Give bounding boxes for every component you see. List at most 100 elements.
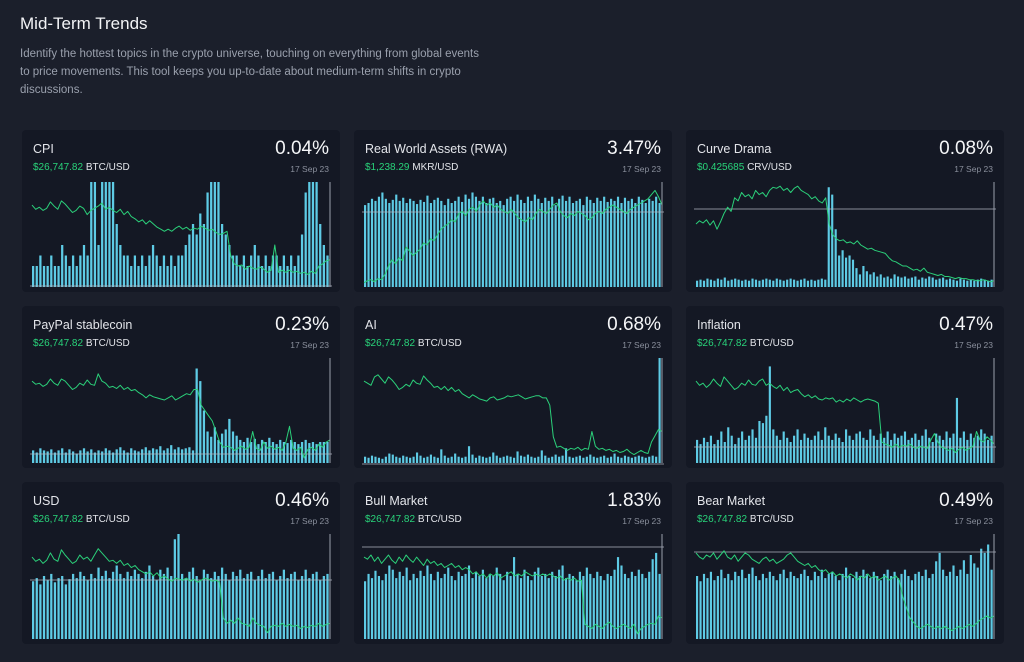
mention-bar <box>620 457 623 463</box>
mention-bar <box>370 455 374 463</box>
trend-card-paypal-stablecoin[interactable]: PayPal stablecoin 0.23% $26,747.82 BTC/U… <box>22 306 340 468</box>
mention-bar <box>987 544 990 639</box>
mention-bar <box>737 576 740 639</box>
mention-bar <box>526 196 530 287</box>
mention-bar <box>519 199 523 287</box>
mention-bar <box>195 368 198 463</box>
mention-bar <box>938 552 941 639</box>
mention-bar <box>648 571 651 639</box>
mention-bar <box>658 203 661 287</box>
mention-bar <box>910 277 913 287</box>
mention-bar <box>478 576 481 639</box>
mention-bar <box>367 573 370 639</box>
mention-bar <box>799 573 803 639</box>
mention-bar <box>415 204 419 287</box>
mention-bar <box>561 455 564 463</box>
mention-bar <box>32 450 35 463</box>
trend-card-bull-market[interactable]: Bull Market 1.83% $26,747.82 BTC/USD 17 … <box>354 482 672 644</box>
mention-bar <box>405 456 408 463</box>
card-title: USD <box>33 494 60 508</box>
mention-bar <box>551 456 554 463</box>
mention-bar <box>765 415 768 463</box>
mention-bar <box>544 455 547 463</box>
mention-bar <box>820 278 823 287</box>
mention-bar <box>730 580 733 639</box>
mention-bar <box>57 450 60 463</box>
trend-card-rwa[interactable]: Real World Assets (RWA) 3.47% $1,238.29 … <box>354 130 672 292</box>
trend-card-curve-drama[interactable]: Curve Drama 0.08% $0.425685 CRV/USD 17 S… <box>686 130 1004 292</box>
trend-card-ai[interactable]: AI 0.68% $26,747.82 BTC/USD 17 Sep 23 <box>354 306 672 468</box>
mention-bar <box>540 576 543 639</box>
mention-bar <box>495 203 498 287</box>
mention-bar <box>699 279 702 287</box>
mention-bar <box>831 194 834 287</box>
mention-bar <box>364 581 367 639</box>
mention-bar <box>655 196 658 287</box>
mention-bar <box>32 581 35 639</box>
mention-bar <box>250 571 253 639</box>
mention-bar <box>436 457 439 463</box>
card-price: $26,747.82 BTC/USD <box>33 514 130 525</box>
mention-bar <box>286 443 289 463</box>
mention-bar <box>727 427 730 463</box>
price-line <box>695 376 995 453</box>
mention-bar <box>558 198 561 287</box>
mention-bar <box>426 456 429 463</box>
mention-bar <box>42 576 46 639</box>
mention-bar <box>499 457 502 463</box>
mention-bar <box>90 182 93 287</box>
mention-bar <box>242 255 246 287</box>
mention-bar <box>151 448 155 463</box>
price-line <box>695 185 995 283</box>
mention-bar <box>896 276 900 287</box>
mention-bar <box>641 456 644 463</box>
mention-bar <box>443 205 446 287</box>
mention-bar <box>706 442 709 463</box>
mention-bar <box>723 277 726 287</box>
mention-bar <box>935 279 938 287</box>
card-price: $0.425685 CRV/USD <box>697 162 792 173</box>
mention-bar <box>502 580 505 639</box>
mention-bar <box>177 255 180 287</box>
mention-bar <box>115 224 118 287</box>
mention-bar <box>540 203 543 287</box>
mention-bar <box>220 224 224 287</box>
mention-bar <box>260 569 264 639</box>
mention-bar <box>582 457 585 463</box>
mention-bar <box>308 578 311 639</box>
mention-bar <box>293 571 296 639</box>
mention-bar <box>810 580 813 639</box>
mention-bar <box>104 570 107 639</box>
mention-bar <box>928 437 931 463</box>
mention-bar <box>592 578 595 639</box>
trend-card-inflation[interactable]: Inflation 0.47% $26,747.82 BTC/USD 17 Se… <box>686 306 1004 468</box>
mention-bar <box>917 279 920 287</box>
mention-bar <box>166 567 169 639</box>
trend-card-cpi[interactable]: CPI 0.04% $26,747.82 BTC/USD 17 Sep 23 <box>22 130 340 292</box>
mention-bar <box>627 456 630 463</box>
mention-bar <box>637 455 640 463</box>
mention-bar <box>188 571 191 639</box>
mention-bar <box>727 280 730 287</box>
mention-bar <box>454 200 457 287</box>
mention-bar <box>246 266 249 287</box>
trend-card-bear-market[interactable]: Bear Market 0.49% $26,747.82 BTC/USD 17 … <box>686 482 1004 644</box>
mention-bar <box>966 439 969 463</box>
mention-bar <box>789 442 792 463</box>
card-percentage: 0.04% <box>275 138 329 159</box>
mention-bar <box>450 456 453 463</box>
mention-bar <box>177 447 180 463</box>
mention-bar <box>133 450 137 463</box>
mention-bar <box>620 203 623 287</box>
mention-bar <box>61 448 64 463</box>
mention-bar <box>869 429 872 463</box>
trend-card-usd[interactable]: USD 0.46% $26,747.82 BTC/USD 17 Sep 23 <box>22 482 340 644</box>
mention-bar <box>969 433 972 463</box>
mention-bar <box>931 277 934 287</box>
price-line <box>31 200 331 275</box>
price-pair: BTC/USD <box>85 338 130 349</box>
mention-bar <box>747 573 751 639</box>
mention-bar <box>900 435 903 463</box>
mention-bar <box>464 456 467 463</box>
mention-bar <box>464 573 467 639</box>
